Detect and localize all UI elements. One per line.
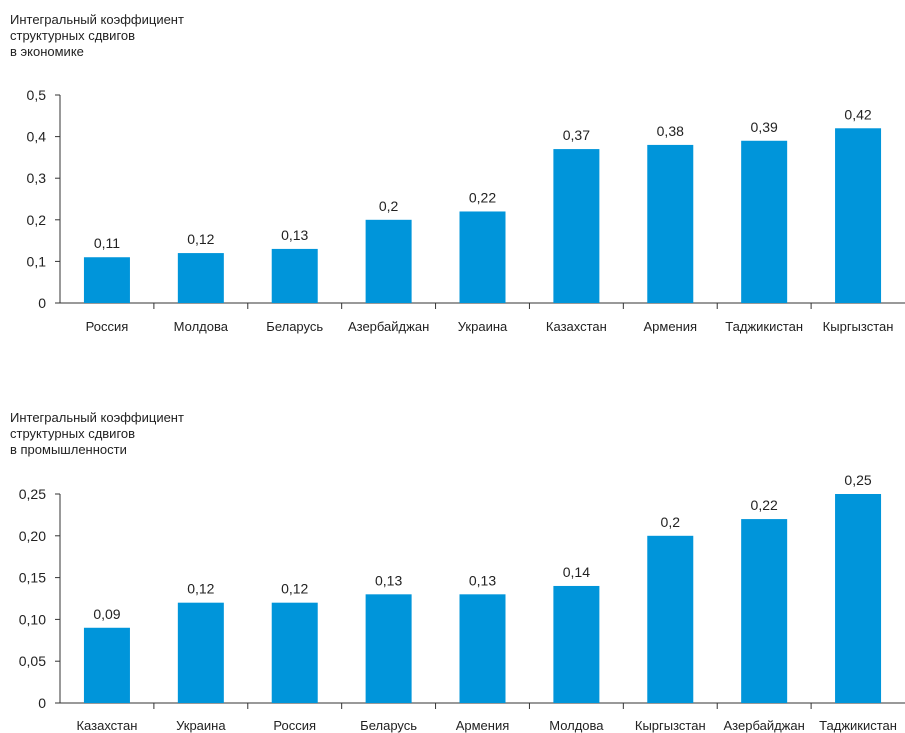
chart-title-economy: Интегральный коэффициент структурных сдв… xyxy=(10,12,184,59)
category-label: Казахстан xyxy=(76,718,137,733)
y-tick-label: 0 xyxy=(38,295,46,311)
y-tick-label: 0,05 xyxy=(19,653,46,669)
bar xyxy=(365,219,412,303)
y-tick-label: 0,25 xyxy=(19,486,46,502)
category-label: Кыргызстан xyxy=(823,319,894,334)
bar xyxy=(177,602,224,703)
chart-economy-plot: 0 0,1 0,2 0,3 0,4 0,5 0,11 Россия 0,12 Молдова 0,1… xyxy=(27,87,905,334)
data-label: 0,09 xyxy=(93,606,120,622)
data-label: 0,12 xyxy=(187,581,214,597)
data-label: 0,22 xyxy=(751,497,778,513)
chart-industry: Интегральный коэффициент структурных сдв… xyxy=(0,360,905,733)
bar xyxy=(459,594,506,703)
chart-title-industry: Интегральный коэффициент структурных сдв… xyxy=(10,410,184,457)
category-label: Азербайджан xyxy=(724,718,805,733)
category-label: Азербайджан xyxy=(348,319,429,334)
data-label: 0,22 xyxy=(469,189,496,205)
data-label: 0,38 xyxy=(657,123,684,139)
bar xyxy=(83,257,130,303)
category-label: Россия xyxy=(86,319,129,334)
bar xyxy=(741,519,788,703)
data-label: 0,42 xyxy=(844,106,871,122)
bar xyxy=(271,248,318,303)
category-label: Армения xyxy=(643,319,697,334)
category-label: Украина xyxy=(458,319,508,334)
y-tick-label: 0,10 xyxy=(19,611,46,627)
category-label: Казахстан xyxy=(546,319,607,334)
bar xyxy=(365,594,412,703)
category-label: Россия xyxy=(273,718,316,733)
category-label: Украина xyxy=(176,718,226,733)
data-label: 0,12 xyxy=(281,581,308,597)
chart-industry-plot: 0 0,05 0,10 0,15 0,20 0,25 0,09 Казахстан 0,12 Ук… xyxy=(19,472,905,733)
data-label: 0,13 xyxy=(469,572,496,588)
y-tick-label: 0,2 xyxy=(27,212,47,228)
bar xyxy=(553,585,600,703)
category-label: Молдова xyxy=(549,718,604,733)
category-label: Беларусь xyxy=(266,319,323,334)
data-label: 0,25 xyxy=(844,472,871,488)
bar xyxy=(83,627,130,703)
category-label: Кыргызстан xyxy=(635,718,706,733)
data-label: 0,14 xyxy=(563,564,590,580)
data-label: 0,37 xyxy=(563,127,590,143)
chart-economy: Интегральный коэффициент структурных сдв… xyxy=(0,0,905,360)
bar xyxy=(271,602,318,703)
y-tick-label: 0 xyxy=(38,695,46,711)
category-label: Таджикистан xyxy=(819,718,897,733)
bar xyxy=(177,253,224,303)
data-label: 0,13 xyxy=(375,572,402,588)
bar xyxy=(459,211,506,303)
category-label: Молдова xyxy=(174,319,229,334)
category-label: Беларусь xyxy=(360,718,417,733)
category-label: Армения xyxy=(456,718,510,733)
data-label: 0,2 xyxy=(379,198,399,214)
y-tick-label: 0,20 xyxy=(19,528,46,544)
bar xyxy=(647,144,694,303)
y-tick-label: 0,15 xyxy=(19,570,46,586)
bar xyxy=(553,149,600,303)
y-tick-label: 0,1 xyxy=(27,253,47,269)
data-label: 0,11 xyxy=(94,235,120,251)
bar xyxy=(741,140,788,303)
data-label: 0,13 xyxy=(281,227,308,243)
y-tick-label: 0,3 xyxy=(27,170,47,186)
category-label: Таджикистан xyxy=(725,319,803,334)
data-label: 0,2 xyxy=(661,514,681,530)
data-label: 0,39 xyxy=(751,119,778,135)
data-label: 0,12 xyxy=(187,231,214,247)
bar xyxy=(835,128,882,303)
y-tick-label: 0,4 xyxy=(27,129,47,145)
y-tick-label: 0,5 xyxy=(27,87,47,103)
bar xyxy=(647,535,694,703)
bar xyxy=(835,494,882,703)
